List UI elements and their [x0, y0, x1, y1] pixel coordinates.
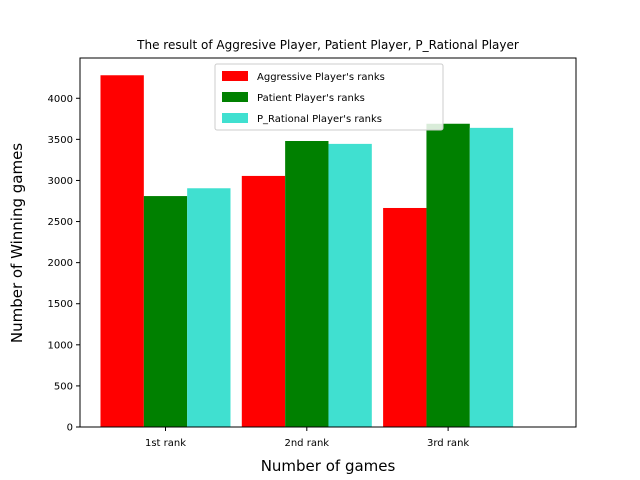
legend-label: P_Rational Player's ranks: [257, 114, 382, 125]
bar-1-1: [100, 75, 144, 427]
x-tick-label: 2nd rank: [284, 438, 329, 449]
y-tick-label: 3500: [48, 135, 73, 146]
legend-box: [214, 63, 444, 131]
legend-label: Aggressive Player's ranks: [257, 72, 385, 83]
y-tick-label: 3000: [48, 176, 73, 187]
legend-swatch: [222, 71, 248, 81]
x-tick-label: 3rd rank: [427, 438, 469, 449]
bar-1-2: [241, 175, 286, 427]
y-tick-label: 2500: [48, 217, 73, 228]
plot-area: [100, 75, 514, 428]
bar-2-3: [426, 123, 470, 427]
y-tick-label: 4000: [48, 94, 73, 105]
legend-swatch: [222, 113, 248, 123]
bar-3-1: [187, 188, 231, 427]
y-tick-label: 500: [54, 381, 73, 392]
axes: 1st rank 2nd rank 3rd rank 0 500 1000 1500 2000…: [48, 57, 577, 449]
bar-3-3: [469, 127, 514, 428]
y-tick-label: 1500: [48, 299, 73, 310]
y-axis-label: Number of Winning games: [8, 143, 26, 343]
y-tick-label: 1000: [48, 340, 73, 351]
legend: Aggressive Player's ranks Patient Player'…: [214, 63, 444, 131]
legend-label: Patient Player's ranks: [257, 93, 365, 104]
bar-2-2: [285, 141, 329, 427]
x-axis-label: Number of games: [261, 457, 396, 475]
bar-2-1: [143, 196, 188, 427]
plot-frame: [79, 57, 577, 428]
bar-3-2: [328, 143, 372, 427]
bar-1-3: [383, 207, 427, 427]
x-tick-label: 1st rank: [145, 438, 186, 449]
y-tick-label: 2000: [48, 258, 73, 269]
legend-swatch: [222, 92, 248, 102]
y-tick-label: 0: [67, 423, 73, 434]
chart-title: The result of Aggresive Player, Patient …: [136, 38, 519, 52]
